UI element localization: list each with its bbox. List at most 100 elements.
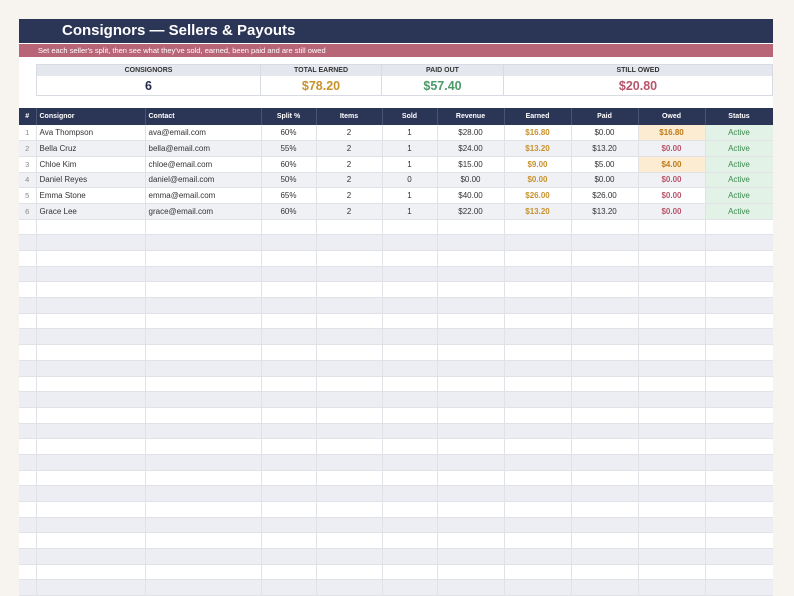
empty-cell[interactable]: [36, 391, 146, 408]
cell-status[interactable]: Active: [705, 187, 773, 204]
empty-cell[interactable]: [437, 391, 505, 408]
empty-cell[interactable]: [705, 517, 773, 534]
empty-cell[interactable]: [382, 266, 438, 283]
empty-cell[interactable]: [145, 266, 262, 283]
cell-paid[interactable]: $13.20: [571, 203, 639, 220]
empty-cell[interactable]: [571, 376, 639, 393]
empty-cell[interactable]: [145, 517, 262, 534]
cell-number[interactable]: 4: [19, 172, 37, 189]
empty-cell[interactable]: [261, 470, 317, 487]
cell-contact[interactable]: emma@email.com: [145, 187, 262, 204]
empty-cell[interactable]: [316, 313, 383, 330]
empty-cell[interactable]: [19, 485, 37, 502]
empty-cell[interactable]: [382, 250, 438, 267]
empty-cell[interactable]: [437, 485, 505, 502]
empty-cell[interactable]: [571, 328, 639, 346]
empty-cell[interactable]: [571, 423, 639, 440]
cell-paid[interactable]: $0.00: [571, 172, 639, 189]
empty-cell[interactable]: [261, 548, 317, 565]
empty-cell[interactable]: [316, 579, 383, 596]
cell-status[interactable]: Active: [705, 203, 773, 220]
empty-cell[interactable]: [571, 266, 639, 283]
empty-cell[interactable]: [382, 532, 438, 550]
empty-cell[interactable]: [19, 517, 37, 534]
empty-cell[interactable]: [571, 360, 639, 377]
empty-cell[interactable]: [638, 313, 706, 330]
empty-cell[interactable]: [504, 423, 572, 440]
empty-cell[interactable]: [638, 517, 706, 534]
empty-cell[interactable]: [504, 564, 572, 581]
empty-cell[interactable]: [316, 219, 383, 236]
table-row[interactable]: 2 Bella Cruz bella@email.com 55% 2 1 $24…: [19, 140, 773, 157]
empty-cell[interactable]: [571, 297, 639, 314]
cell-earned[interactable]: $26.00: [504, 187, 572, 204]
empty-cell[interactable]: [145, 407, 262, 424]
empty-cell[interactable]: [382, 360, 438, 377]
cell-earned[interactable]: $0.00: [504, 172, 572, 189]
empty-row[interactable]: [19, 234, 773, 251]
empty-cell[interactable]: [19, 250, 37, 267]
empty-cell[interactable]: [437, 470, 505, 487]
empty-cell[interactable]: [382, 564, 438, 581]
empty-cell[interactable]: [504, 517, 572, 534]
empty-cell[interactable]: [145, 454, 262, 471]
empty-cell[interactable]: [705, 532, 773, 550]
empty-cell[interactable]: [145, 360, 262, 377]
empty-cell[interactable]: [261, 579, 317, 596]
empty-cell[interactable]: [316, 470, 383, 487]
cell-earned[interactable]: $9.00: [504, 156, 572, 173]
col-header-revenue[interactable]: Revenue: [437, 108, 505, 125]
empty-cell[interactable]: [437, 266, 505, 283]
empty-cell[interactable]: [571, 548, 639, 565]
col-header-owed[interactable]: Owed: [638, 108, 706, 125]
empty-cell[interactable]: [504, 328, 572, 346]
empty-cell[interactable]: [19, 281, 37, 299]
empty-cell[interactable]: [437, 376, 505, 393]
empty-cell[interactable]: [316, 564, 383, 581]
empty-cell[interactable]: [437, 281, 505, 299]
empty-cell[interactable]: [571, 454, 639, 471]
empty-row[interactable]: [19, 454, 773, 471]
empty-cell[interactable]: [638, 250, 706, 267]
empty-cell[interactable]: [36, 344, 146, 361]
empty-row[interactable]: [19, 423, 773, 440]
empty-row[interactable]: [19, 313, 773, 330]
empty-cell[interactable]: [705, 376, 773, 393]
empty-cell[interactable]: [19, 407, 37, 424]
summary-earned-value[interactable]: $78.20: [301, 79, 341, 93]
cell-split[interactable]: 60%: [261, 203, 317, 220]
cell-items[interactable]: 2: [316, 156, 383, 173]
empty-cell[interactable]: [36, 485, 146, 502]
cell-contact[interactable]: grace@email.com: [145, 203, 262, 220]
empty-cell[interactable]: [382, 438, 438, 455]
empty-cell[interactable]: [382, 454, 438, 471]
empty-cell[interactable]: [504, 234, 572, 251]
cell-sold[interactable]: 1: [382, 187, 438, 204]
empty-row[interactable]: [19, 376, 773, 393]
empty-cell[interactable]: [19, 344, 37, 361]
empty-cell[interactable]: [145, 470, 262, 487]
empty-cell[interactable]: [261, 297, 317, 314]
table-row[interactable]: 5 Emma Stone emma@email.com 65% 2 1 $40.…: [19, 187, 773, 204]
cell-revenue[interactable]: $0.00: [437, 172, 505, 189]
cell-split[interactable]: 60%: [261, 156, 317, 173]
empty-cell[interactable]: [705, 438, 773, 455]
empty-cell[interactable]: [261, 376, 317, 393]
empty-cell[interactable]: [571, 234, 639, 251]
empty-cell[interactable]: [437, 454, 505, 471]
cell-number[interactable]: 5: [19, 187, 37, 204]
empty-cell[interactable]: [504, 297, 572, 314]
empty-row[interactable]: [19, 391, 773, 408]
cell-number[interactable]: 1: [19, 125, 37, 142]
col-header-paid[interactable]: Paid: [571, 108, 639, 125]
empty-cell[interactable]: [638, 532, 706, 550]
empty-cell[interactable]: [19, 313, 37, 330]
empty-cell[interactable]: [36, 266, 146, 283]
empty-cell[interactable]: [261, 485, 317, 502]
empty-row[interactable]: [19, 501, 773, 518]
empty-cell[interactable]: [571, 564, 639, 581]
cell-contact[interactable]: chloe@email.com: [145, 156, 262, 173]
empty-cell[interactable]: [36, 564, 146, 581]
empty-cell[interactable]: [638, 344, 706, 361]
empty-cell[interactable]: [19, 470, 37, 487]
